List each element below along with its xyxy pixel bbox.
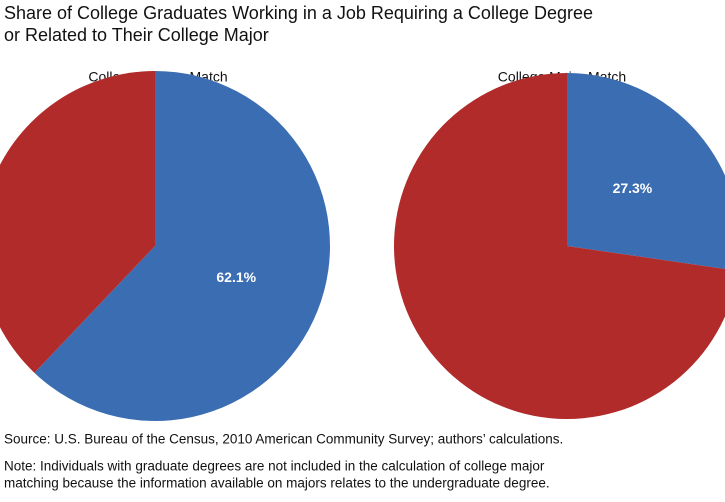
data-label: 27.3% [613, 180, 653, 196]
pie-slice [394, 73, 725, 419]
chart-title: Share of College Graduates Working in a … [4, 3, 593, 23]
pie-slice [34, 71, 330, 421]
chart-title: or Related to Their College Major [4, 25, 269, 45]
data-label: 62.1% [216, 269, 256, 285]
note: matching because the information availab… [4, 476, 550, 491]
note: Note: Individuals with graduate degrees … [4, 459, 545, 474]
pie-slice [0, 71, 155, 373]
source: Source: U.S. Bureau of the Census, 2010 … [4, 432, 563, 447]
pie-slice [567, 73, 725, 269]
